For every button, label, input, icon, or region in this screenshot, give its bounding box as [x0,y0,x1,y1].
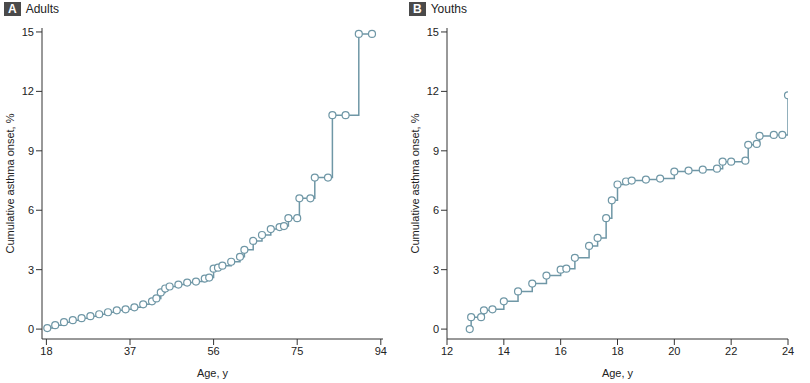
svg-text:18: 18 [611,345,623,357]
svg-text:15: 15 [22,26,34,38]
svg-text:9: 9 [28,145,34,157]
svg-text:75: 75 [291,345,303,357]
svg-text:9: 9 [433,145,439,157]
svg-text:3: 3 [28,264,34,276]
svg-text:12: 12 [427,85,439,97]
svg-text:14: 14 [498,345,510,357]
svg-text:Age, y: Age, y [602,367,634,379]
svg-text:16: 16 [555,345,567,357]
svg-text:22: 22 [725,345,737,357]
svg-text:12: 12 [22,85,34,97]
svg-text:94: 94 [375,345,387,357]
svg-text:24: 24 [782,345,794,357]
svg-text:20: 20 [668,345,680,357]
html-text:B: B [413,2,422,16]
svg-text:Age, y: Age, y [197,367,229,379]
svg-text:Cumulative asthma onset, %: Cumulative asthma onset, % [8,113,16,253]
svg-text:15: 15 [427,26,439,38]
html-text:Adults: Adults [25,2,59,16]
html-text:A: A [8,2,17,16]
svg-text:6: 6 [433,204,439,216]
svg-text:6: 6 [28,204,34,216]
svg-text:3: 3 [433,264,439,276]
svg-text:0: 0 [28,323,34,335]
svg-text:18: 18 [40,345,52,357]
svg-text:37: 37 [124,345,136,357]
svg-text:12: 12 [441,345,453,357]
svg-text:56: 56 [207,345,219,357]
svg-text:0: 0 [433,323,439,335]
html-text:Youths: Youths [430,2,467,16]
svg-text:Cumulative asthma onset, %: Cumulative asthma onset, % [409,113,421,253]
